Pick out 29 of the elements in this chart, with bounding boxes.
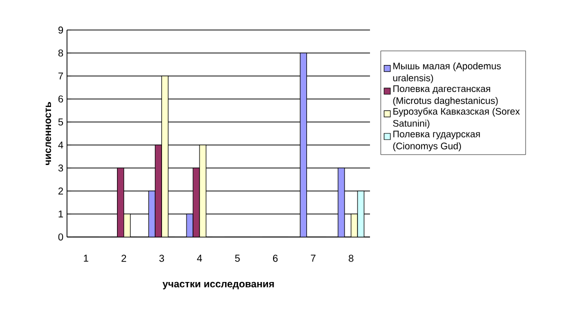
x-tick-label: 8 bbox=[348, 254, 354, 262]
y-tick-label: 8 bbox=[58, 49, 64, 57]
legend-label: Полевка дагестанская (Microtus daghestanicus) bbox=[393, 85, 498, 106]
y-tick-label: 1 bbox=[58, 210, 63, 218]
y-tick-label: 3 bbox=[58, 164, 64, 172]
bar bbox=[300, 52, 307, 237]
x-tick-label: 4 bbox=[197, 254, 202, 262]
y-axis-title: численность bbox=[46, 102, 52, 165]
y-tick-label: 2 bbox=[58, 188, 63, 194]
legend-label: Бурозубка Кавказская (Sorex Satunini) bbox=[393, 108, 520, 129]
x-tick-label: 5 bbox=[235, 254, 240, 262]
x-axis-title: участки исследования bbox=[162, 282, 274, 290]
x-tick-label: 3 bbox=[159, 254, 164, 262]
legend-label: Мышь малая (Apodemus uralensis) bbox=[393, 62, 501, 84]
bar bbox=[161, 76, 168, 237]
x-tick-label: 6 bbox=[273, 254, 278, 262]
x-tick-label: 1 bbox=[84, 254, 88, 262]
legend-label: Полевка гудаурская (Cionomys Gud) bbox=[393, 130, 480, 152]
y-tick-label: 6 bbox=[58, 95, 64, 103]
x-tick-label: 2 bbox=[122, 254, 126, 262]
y-tick-label: 7 bbox=[58, 72, 63, 80]
bar bbox=[148, 190, 156, 237]
y-tick-label: 9 bbox=[58, 26, 64, 34]
y-tick-label: 4 bbox=[58, 142, 64, 148]
y-tick-label: 0 bbox=[58, 233, 64, 241]
bar bbox=[117, 168, 124, 237]
x-tick-label: 7 bbox=[310, 254, 316, 262]
y-tick-label: 5 bbox=[58, 118, 64, 126]
bar bbox=[154, 144, 162, 237]
